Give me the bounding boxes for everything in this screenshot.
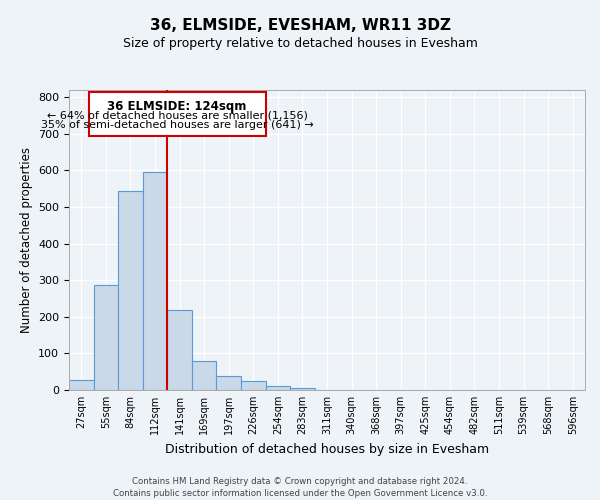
- FancyBboxPatch shape: [89, 92, 266, 136]
- Bar: [143, 172, 167, 390]
- Bar: [241, 381, 266, 390]
- Text: 35% of semi-detached houses are larger (641) →: 35% of semi-detached houses are larger (…: [41, 120, 313, 130]
- Bar: [192, 362, 217, 390]
- Bar: [167, 310, 192, 390]
- Text: Size of property relative to detached houses in Evesham: Size of property relative to detached ho…: [122, 38, 478, 51]
- X-axis label: Distribution of detached houses by size in Evesham: Distribution of detached houses by size …: [165, 442, 489, 456]
- Text: Contains HM Land Registry data © Crown copyright and database right 2024.: Contains HM Land Registry data © Crown c…: [132, 478, 468, 486]
- Bar: [217, 376, 241, 390]
- Text: ← 64% of detached houses are smaller (1,156): ← 64% of detached houses are smaller (1,…: [47, 110, 308, 120]
- Text: 36 ELMSIDE: 124sqm: 36 ELMSIDE: 124sqm: [107, 100, 247, 113]
- Bar: [266, 386, 290, 390]
- Text: 36, ELMSIDE, EVESHAM, WR11 3DZ: 36, ELMSIDE, EVESHAM, WR11 3DZ: [149, 18, 451, 32]
- Bar: [94, 284, 118, 390]
- Y-axis label: Number of detached properties: Number of detached properties: [20, 147, 32, 333]
- Bar: [69, 380, 94, 390]
- Text: Contains public sector information licensed under the Open Government Licence v3: Contains public sector information licen…: [113, 489, 487, 498]
- Bar: [118, 192, 143, 390]
- Bar: [290, 388, 315, 390]
